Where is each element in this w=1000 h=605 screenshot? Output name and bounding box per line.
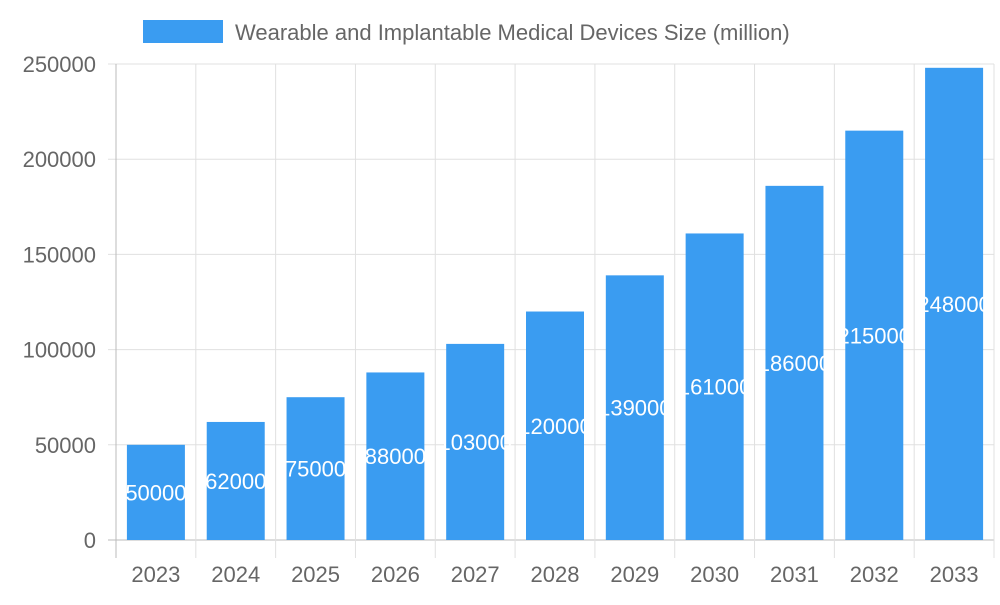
data-label: 248000 [917,292,990,317]
data-label: 103000 [438,430,511,455]
bar-2033 [925,67,984,541]
x-tick-label: 2023 [131,562,180,587]
bars [126,67,984,541]
bar-2032 [845,130,904,540]
x-tick-label: 2030 [690,562,739,587]
legend-swatch [143,20,223,43]
data-label: 88000 [365,444,426,469]
bar-2027 [446,343,505,540]
x-tick-label: 2033 [930,562,979,587]
data-label: 215000 [838,323,911,348]
x-tick-label: 2031 [770,562,819,587]
data-label: 139000 [598,396,671,421]
bar-2030 [685,233,744,540]
legend-label: Wearable and Implantable Medical Devices… [235,20,790,45]
y-tick-label: 150000 [23,242,96,267]
data-label: 50000 [125,480,186,505]
x-tick-label: 2024 [211,562,260,587]
x-tick-label: 2026 [371,562,420,587]
x-tick-label: 2032 [850,562,899,587]
data-labels: 50000 62000 75000 88000 103000 120000 139000 16… [125,292,990,505]
x-tick-label: 2028 [531,562,580,587]
data-label: 120000 [518,414,591,439]
y-tick-label: 250000 [23,52,96,77]
data-label: 62000 [205,469,266,494]
bar-2023 [126,444,185,540]
legend[interactable]: Wearable and Implantable Medical Devices… [143,20,790,45]
data-label: 161000 [678,375,751,400]
y-tick-label: 50000 [35,433,96,458]
data-label: 75000 [285,457,346,482]
grid [108,63,995,558]
bar-2026 [366,372,425,540]
axes: 0 50000 100000 150000 200000 250000 2023 2024 20… [23,52,979,587]
y-tick-label: 100000 [23,338,96,363]
x-tick-label: 2029 [610,562,659,587]
bar-2025 [286,397,345,540]
x-tick-label: 2027 [451,562,500,587]
bar-2031 [765,185,824,540]
bar-2024 [206,421,265,540]
y-tick-label: 200000 [23,147,96,172]
bar-2029 [605,275,664,540]
x-tick-label: 2025 [291,562,340,587]
data-label: 186000 [758,351,831,376]
bar-2028 [526,311,584,540]
y-tick-label: 0 [84,528,96,553]
